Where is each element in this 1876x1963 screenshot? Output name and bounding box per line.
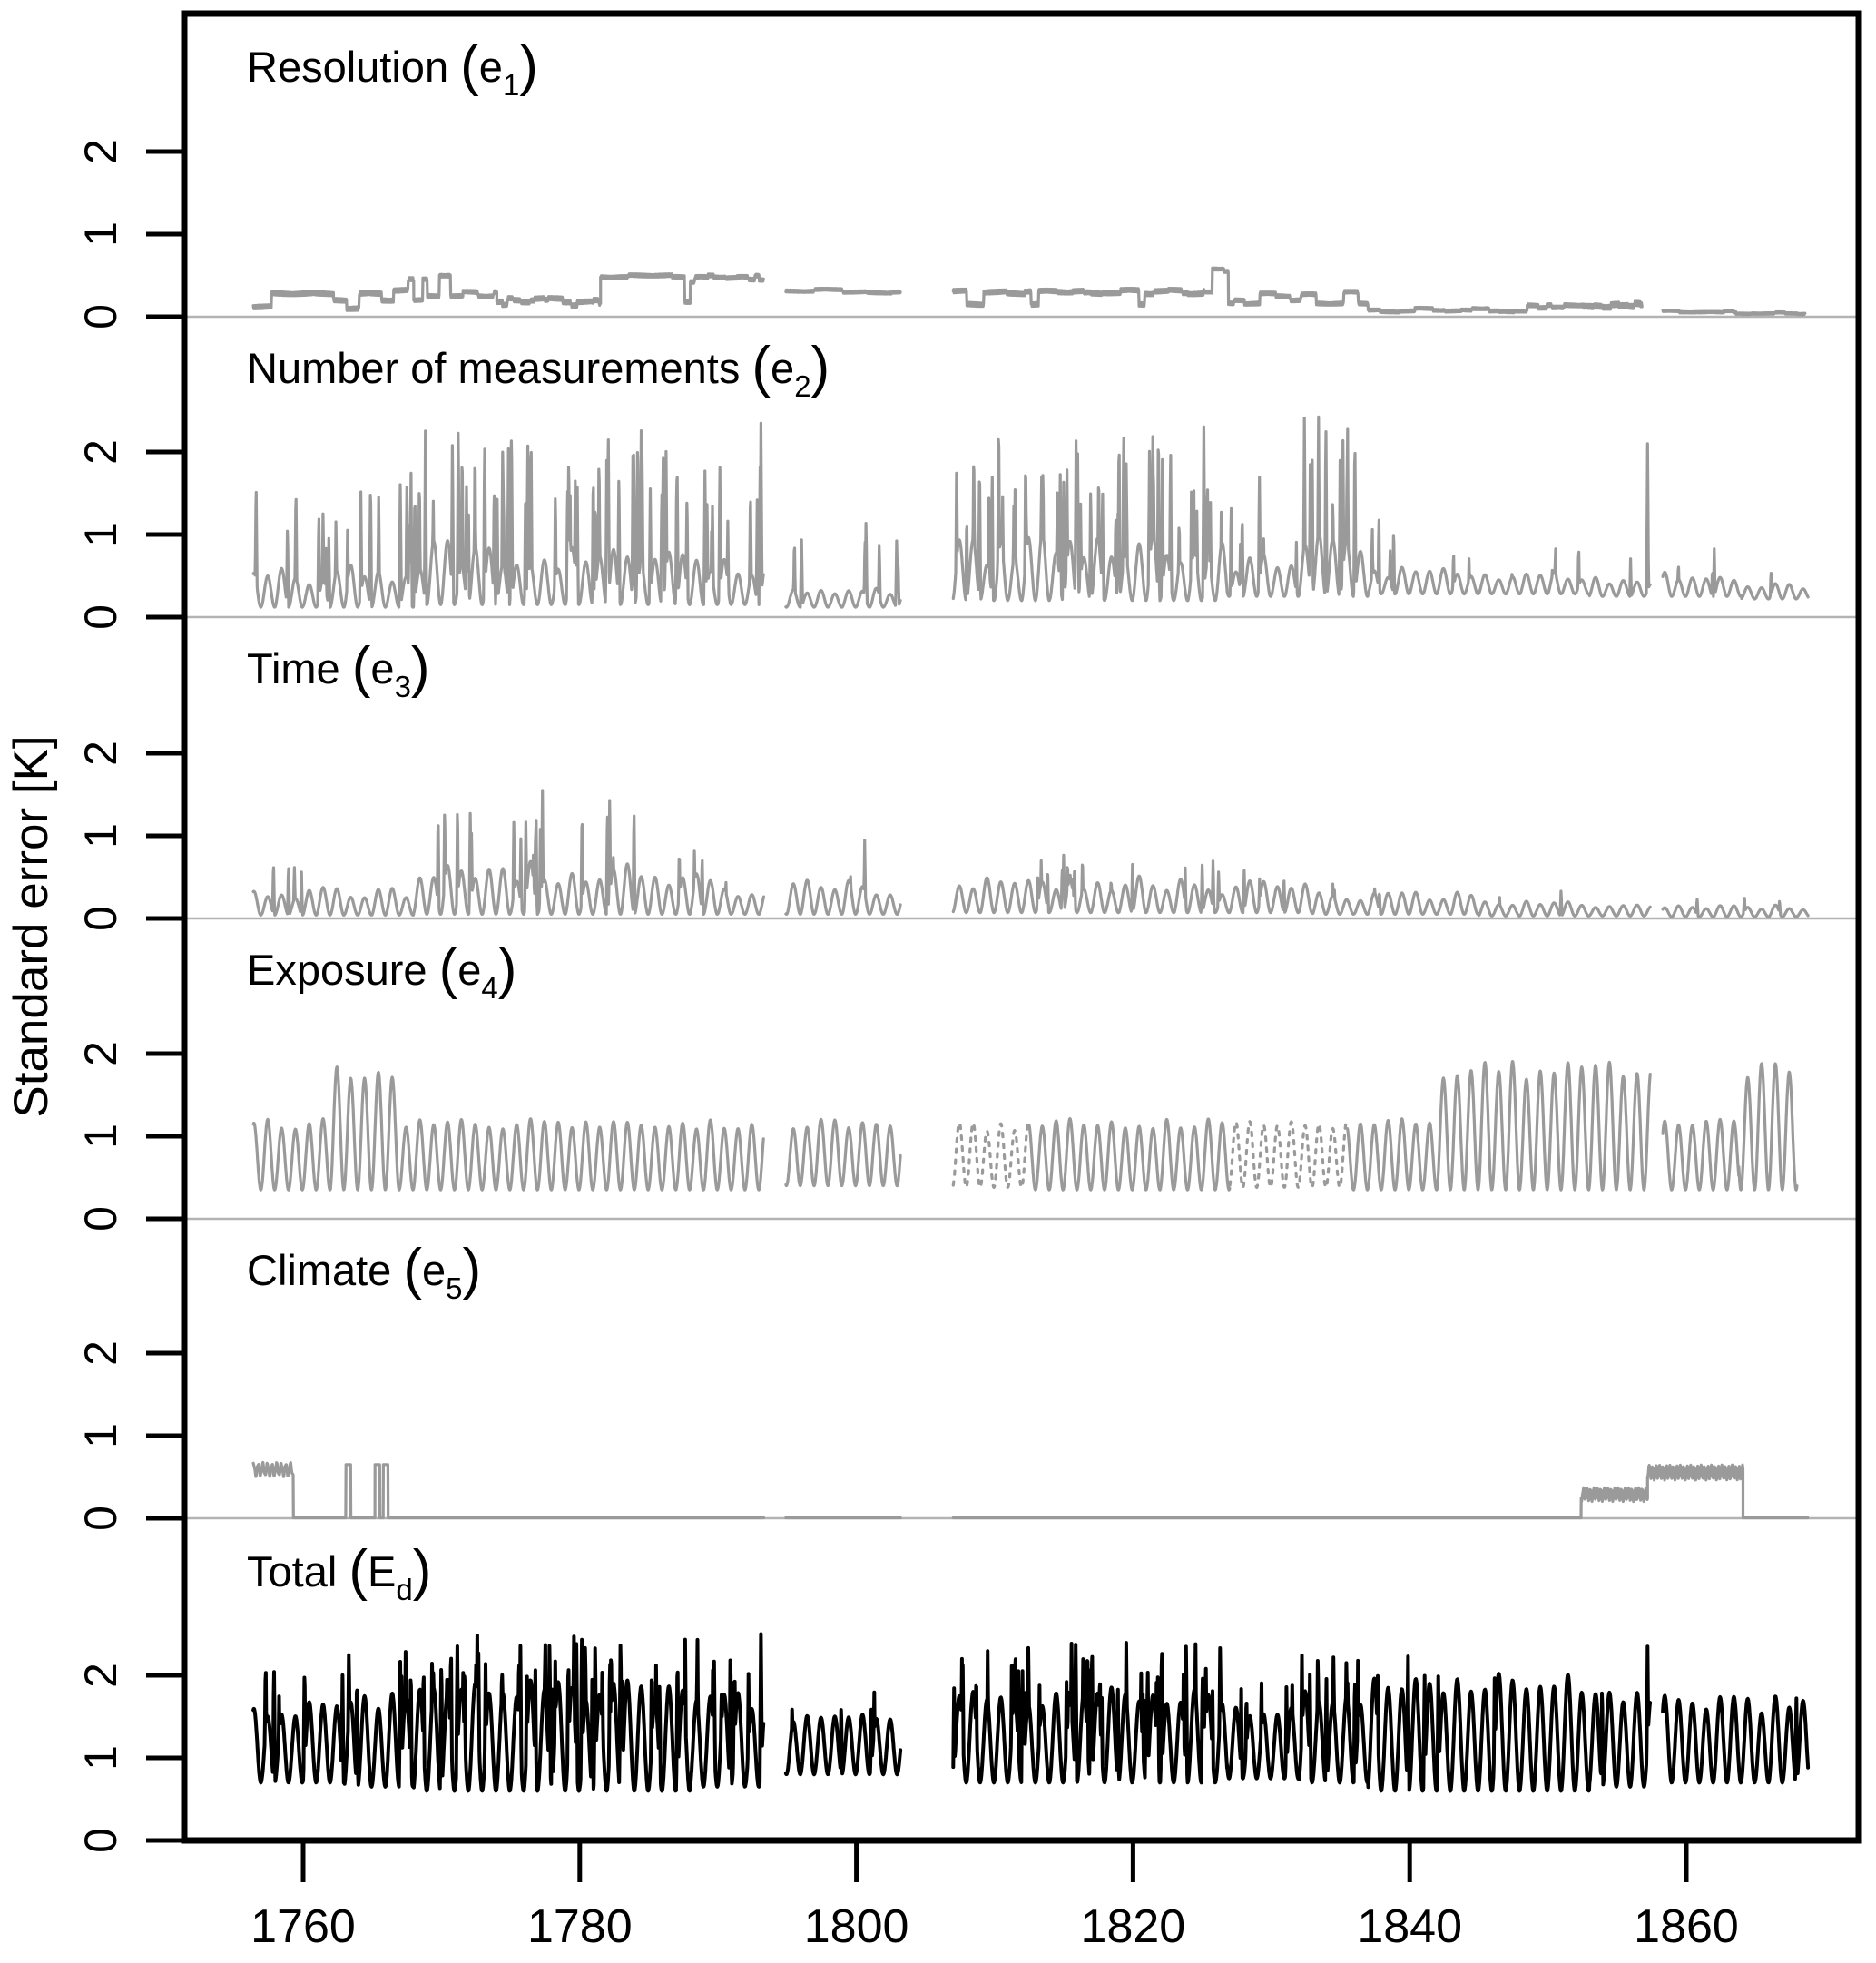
series-path-e1 — [784, 287, 902, 296]
series-path-e4 — [951, 1121, 1031, 1189]
series-path-Ed — [1661, 1693, 1811, 1785]
x-tick-label: 1840 — [1357, 1900, 1462, 1953]
panel-title-e5: Climate (e5) — [247, 1238, 481, 1305]
y-tick-label: 2 — [75, 439, 126, 465]
series-path-e3 — [251, 789, 766, 917]
y-tick-label: 2 — [75, 741, 126, 766]
y-tick-label: 2 — [75, 1340, 126, 1366]
y-tick-label: 0 — [75, 1828, 126, 1853]
series-path-e2 — [1661, 547, 1810, 601]
series-path-e5 — [251, 1460, 766, 1520]
axis-ticks: 1760 1780 1800 1820 1840 1860 0 1 2 0 1 2 0 1 2 0 1 2 0 1 2 0… — [75, 139, 1739, 1953]
series-path-e5 — [951, 1463, 1810, 1520]
x-tick-label: 1760 — [250, 1900, 356, 1953]
series-path-e2 — [251, 421, 765, 609]
y-tick-label: 1 — [75, 1423, 126, 1448]
y-tick-label: 2 — [75, 1663, 126, 1688]
y-tick-label: 0 — [75, 604, 126, 630]
y-tick-label: 1 — [75, 1745, 126, 1771]
series-path-e4 — [1346, 1060, 1652, 1192]
panel-titles: Resolution (e1) Number of measurements (… — [247, 34, 830, 1606]
series-path-e4 — [1228, 1120, 1350, 1189]
plot-frame — [181, 10, 1862, 1844]
series-path-e1 — [251, 272, 765, 312]
series-path-Ed — [951, 1641, 1653, 1793]
series-path-Ed — [783, 1690, 903, 1777]
y-tick-label: 0 — [75, 906, 126, 931]
series-path-e4 — [784, 1117, 902, 1188]
data-series — [251, 266, 1811, 1793]
series-path-e3 — [1661, 897, 1810, 918]
y-tick-label: 1 — [75, 221, 126, 247]
panel-title-Ed: Total (Ed) — [247, 1539, 431, 1606]
series-path-e3 — [951, 853, 1652, 918]
y-axis-title: Standard error [K] — [5, 735, 58, 1117]
series-path-e4 — [251, 1065, 765, 1192]
y-tick-label: 0 — [75, 1206, 126, 1232]
x-tick-label: 1800 — [804, 1900, 909, 1953]
series-path-e1 — [951, 266, 1644, 315]
y-tick-label: 1 — [75, 823, 126, 849]
panel-title-e3: Time (e3) — [247, 636, 430, 703]
panel-title-e1: Resolution (e1) — [247, 34, 538, 102]
y-tick-label: 1 — [75, 1124, 126, 1149]
series-path-Ed — [251, 1632, 766, 1793]
series-path-e3 — [784, 839, 902, 916]
series-path-e4 — [1661, 1062, 1799, 1192]
x-tick-label: 1820 — [1081, 1900, 1186, 1953]
panel-title-e4: Exposure (e4) — [247, 937, 516, 1005]
x-tick-label: 1780 — [527, 1900, 633, 1953]
y-tick-label: 2 — [75, 1041, 126, 1066]
series-path-e2 — [951, 415, 1652, 603]
series-path-e2 — [784, 522, 902, 609]
panel-dividers — [184, 315, 1859, 1520]
series-path-e4 — [1027, 1117, 1232, 1192]
panel-title-e2: Number of measurements (e2) — [247, 336, 830, 403]
x-tick-label: 1860 — [1634, 1900, 1739, 1953]
y-tick-label: 1 — [75, 522, 126, 547]
y-tick-label: 0 — [75, 304, 126, 329]
y-tick-label: 2 — [75, 139, 126, 164]
y-tick-label: 0 — [75, 1506, 126, 1531]
series-path-e1 — [1661, 309, 1807, 317]
